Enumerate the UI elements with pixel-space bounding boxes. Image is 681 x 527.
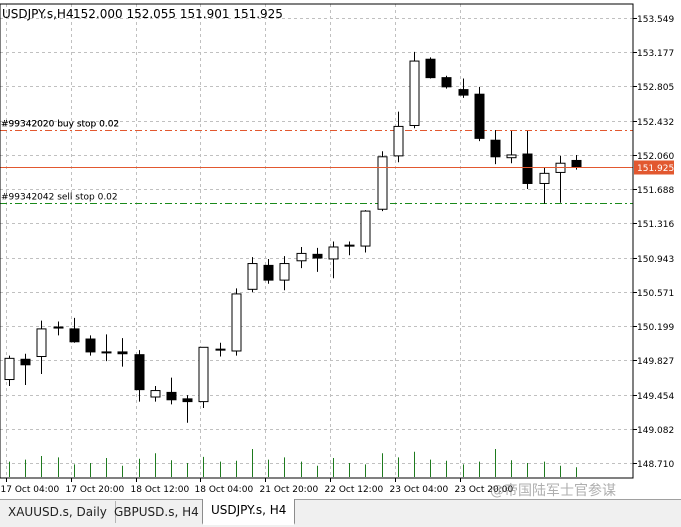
tab-label: USDJPY.s, H4 [211,503,287,517]
price-chart[interactable]: 153.549 153.177 152.805 152.432 152.060 151.6… [0,0,681,499]
time-tick-label: 18 Oct 12:00 [131,485,190,495]
candle-body-bull [393,125,404,157]
candle-body-bull [328,246,339,260]
price-marker-label: 151.925 [637,164,674,174]
candle-body-bull [4,357,15,381]
order-lines: #99342020 buy stop 0.02 #99342042 sell st… [0,120,633,204]
candle-body-bull [231,293,242,352]
candle-body-bull [198,346,209,403]
time-tick-label: 21 Oct 20:00 [260,485,319,495]
candle-body-bull [53,326,64,329]
candle-body-bull [377,156,388,210]
price-tick-label: 151.688 [637,186,674,196]
price-tick-label: 149.827 [637,357,674,367]
candle-body-bear [117,351,128,355]
candle-body-bear [69,328,80,343]
order-label: #99342042 sell stop 0.02 [1,193,118,203]
candle-body-bull [150,390,161,398]
candle-body-bull [409,60,420,126]
candle-body-bull [344,244,355,247]
price-tick-label: 153.177 [637,49,674,59]
candle-body-bull [296,252,307,262]
tab-xauusd-daily[interactable]: XAUUSD.s, Daily [0,501,116,523]
price-tick-label: 149.454 [637,392,674,402]
candle-body-bear [312,253,323,259]
candle-body-bull [506,154,517,159]
candle-body-bull [247,263,258,290]
volume-histogram [9,449,577,477]
candles [4,51,582,423]
chart-tab-bar: XAUUSD.s, Daily GBPUSD.s, H4 USDJPY.s, H… [0,499,681,527]
time-tick-label: 22 Oct 12:00 [325,485,384,495]
tab-label: GBPUSD.s, H4 [114,505,199,519]
candle-body-bull [215,348,226,351]
time-axis: 17 Oct 04:00 17 Oct 20:00 18 Oct 12:00 18 O… [1,478,514,495]
chart-ohlc: 152.000 152.055 151.901 151.925 [73,7,283,21]
candle-body-bear [182,398,193,403]
chart-symbol: USDJPY.s,H4 [2,7,74,21]
tab-usdjpy-h4[interactable]: USDJPY.s, H4 [202,499,296,525]
price-tick-label: 152.432 [637,118,674,128]
candle-body-bear [571,159,582,168]
time-tick-label: 23 Oct 20:00 [455,485,514,495]
price-tick-label: 148.710 [637,460,674,470]
candle-body-bear [85,338,96,353]
candle-body-bull [279,263,290,281]
candle-body-bull [36,328,47,358]
plot-frame [0,3,634,479]
price-axis: 153.549 153.177 152.805 152.432 152.060 151.6… [633,15,674,470]
price-marker-box [634,160,674,175]
time-tick-label: 23 Oct 04:00 [390,485,449,495]
candle-body-bear [458,89,469,96]
order-label: #99342020 buy stop 0.02 [1,120,119,130]
candle-body-bear [166,391,177,401]
price-tick-label: 150.943 [637,255,674,265]
watermark-text: @帝国陆军士官参谋 [490,483,616,499]
candle-body-bear [441,77,452,88]
chart-grid [0,4,633,478]
price-tick-label: 149.082 [637,426,674,436]
candle-body-bull [360,210,371,247]
tab-gbpusd-h4[interactable]: GBPUSD.s, H4 [106,501,208,523]
price-tick-label: 150.199 [637,323,674,333]
price-tick-label: 150.571 [637,289,674,299]
candle-body-bear [134,354,145,391]
candle-body-bull [101,351,112,354]
candle-body-bull [539,172,550,184]
tab-label: XAUUSD.s, Daily [8,505,107,519]
candle-body-bear [474,93,485,139]
current-price-line: 151.925 [0,160,674,175]
time-tick-label: 17 Oct 20:00 [66,485,125,495]
order-label-overlap: #99342020 buy stop 0.02 [1,120,119,130]
time-tick-label: 18 Oct 04:00 [195,485,254,495]
candle-body-bear [20,358,31,366]
price-tick-label: 153.549 [637,15,674,25]
price-tick-label: 152.060 [637,152,674,162]
price-tick-label: 152.805 [637,83,674,93]
candle-body-bear [490,139,501,158]
price-tick-label: 151.316 [637,220,674,230]
candle-body-bear [425,58,436,79]
time-tick-label: 17 Oct 04:00 [1,485,60,495]
candle-body-bear [263,264,274,281]
candle-body-bear [522,153,533,184]
